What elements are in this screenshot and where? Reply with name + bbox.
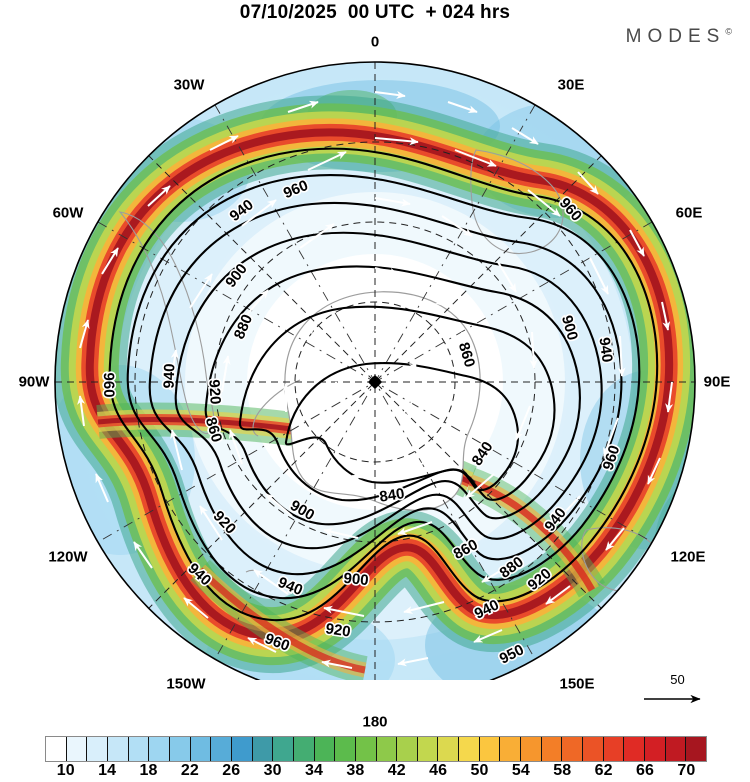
colorbar-cell (603, 737, 625, 761)
contour-label: 940 (595, 336, 615, 363)
wind-scale-arrow (644, 694, 701, 704)
colorbar-cell (107, 737, 129, 761)
colorbar-tick: 66 (636, 762, 654, 779)
colorbar-tick: 46 (429, 762, 447, 779)
longitude-label-90e: 90E (703, 373, 731, 391)
wind-vectors (77, 90, 674, 669)
page-title: 07/10/2025 00 UTC + 024 hrs (239, 2, 511, 23)
longitude-label-120e: 120E (670, 548, 706, 566)
colorbar-cell (417, 737, 439, 761)
contour-label: 840 (378, 485, 405, 506)
colorbar-cell (314, 737, 336, 761)
jet-stream-ribbon (55, 95, 695, 674)
colorbar-tick: 70 (677, 762, 696, 779)
longitude-label-30e: 30E (557, 76, 585, 94)
colorbar-cell (87, 737, 108, 761)
longitude-label-90w: 90W (18, 373, 50, 391)
colorbar-cell (521, 737, 542, 761)
colorbar-cell (149, 737, 170, 761)
contour-label: 920 (324, 620, 351, 641)
colorbar-cell (479, 737, 501, 761)
longitude-label-180: 180 (362, 713, 388, 731)
colorbar[interactable] (45, 736, 707, 762)
longitude-label-120w: 120W (48, 548, 88, 566)
colorbar-cell (376, 737, 398, 761)
modes-logo: MODES© (626, 26, 732, 48)
map-border (54, 61, 696, 680)
colorbar-cell (438, 737, 460, 761)
wind-scale-value: 50 (670, 672, 685, 687)
colorbar-cell (231, 737, 253, 761)
longitude-label-30w: 30W (173, 76, 205, 94)
colorbar-cell (500, 737, 522, 761)
longitude-label-150e: 150E (559, 675, 595, 693)
colorbar-cell (190, 737, 212, 761)
colorbar-tick: 14 (98, 762, 116, 779)
colorbar-tick-labels: 10 14 18 22 26 30 34 38 42 46 50 54 58 62 66 70 (0, 762, 750, 782)
colorbar-tick: 62 (594, 762, 613, 779)
colorbar-tick: 26 (222, 762, 241, 779)
colorbar-cell (293, 737, 315, 761)
contour-label: 920 (205, 379, 224, 405)
colorbar-tick: 30 (263, 762, 282, 779)
colorbar-tick: 54 (511, 762, 530, 779)
colorbar-cell (128, 737, 150, 761)
colorbar-cell (562, 737, 584, 761)
colorbar-tick: 58 (553, 762, 572, 779)
contour-label: 900 (343, 570, 370, 589)
longitude-label-60w: 60W (52, 204, 84, 222)
colorbar-cell (66, 737, 88, 761)
contour-label: 940 (161, 363, 179, 389)
colorbar-cell (665, 737, 687, 761)
colorbar-cell (355, 737, 377, 761)
colorbar-tick: 22 (180, 762, 199, 779)
colorbar-cell (211, 737, 232, 761)
colorbar-cell (686, 737, 706, 761)
colorbar-cell (459, 737, 480, 761)
graticule (55, 62, 695, 680)
longitude-label-150w: 150W (166, 675, 206, 693)
brand-text: MODES (625, 26, 726, 47)
colorbar-cell (583, 737, 604, 761)
colorbar-tick: 42 (387, 762, 406, 779)
copyright-mark: © (725, 26, 732, 37)
colorbar-cell (252, 737, 274, 761)
contour-label: 960 (100, 372, 117, 397)
pole-marker (367, 374, 383, 390)
longitude-label-0: 0 (370, 33, 380, 51)
colorbar-cell (541, 737, 563, 761)
colorbar-tick: 10 (56, 762, 75, 779)
colorbar-tick: 38 (346, 762, 365, 779)
colorbar-cell (645, 737, 666, 761)
colorbar-cell (397, 737, 418, 761)
colorbar-tick: 18 (139, 762, 158, 779)
colorbar-cell (46, 737, 67, 761)
longitude-label-60e: 60E (675, 204, 703, 222)
colorbar-cell (273, 737, 294, 761)
colorbar-tick: 50 (470, 762, 489, 779)
colorbar-cell (169, 737, 191, 761)
wind-scale-key: 50 (640, 672, 715, 712)
colorbar-cell (624, 737, 646, 761)
colorbar-cell (335, 737, 356, 761)
polar-map[interactable]: 960 940 960 900 880 900 860 940 960 940 920 860 840 9… (0, 30, 750, 731)
colorbar-tick: 34 (305, 762, 323, 779)
